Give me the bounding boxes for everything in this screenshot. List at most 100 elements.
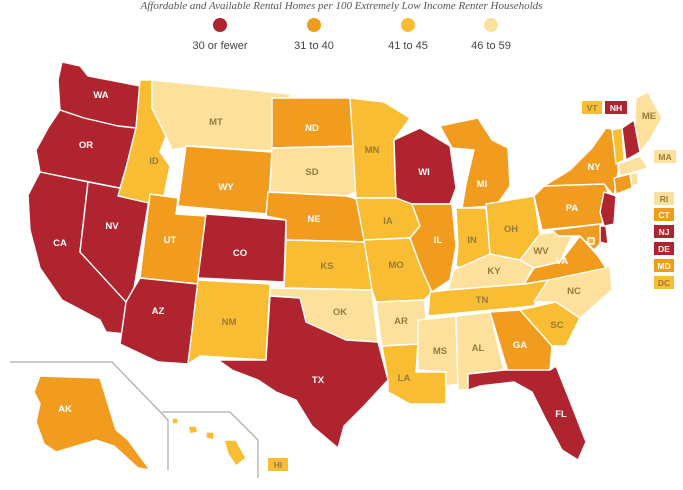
map-subtitle: Affordable and Available Rental Homes pe… [140, 0, 543, 12]
box-hi-label: HI [274, 460, 283, 470]
state-sd[interactable] [269, 145, 357, 197]
alaska-inset-border [10, 361, 169, 470]
hawaii-inset-border [162, 411, 259, 478]
box-dc[interactable]: DC [654, 276, 674, 289]
label-fl: FL [555, 409, 567, 420]
box-ct-label: CT [658, 210, 670, 220]
state-nh[interactable] [621, 119, 641, 161]
box-vt-label: VT [587, 103, 599, 113]
box-ri[interactable]: RI [654, 192, 674, 205]
label-va: VA [556, 256, 569, 267]
label-wi: WI [418, 167, 430, 178]
box-hi-swatch [268, 458, 288, 471]
legend-label: 30 or fewer [192, 40, 248, 52]
label-tx: TX [312, 375, 325, 386]
label-mt: MT [209, 117, 223, 128]
label-nv: NV [105, 221, 119, 232]
legend: 30 or fewer 31 to 40 41 to 45 46 to 59 [0, 18, 683, 52]
label-ga: GA [513, 340, 527, 351]
state-ga[interactable] [489, 309, 553, 373]
legend-label: 31 to 40 [294, 40, 334, 52]
label-ia: IA [383, 216, 393, 227]
box-nj-label: NJ [659, 227, 670, 237]
box-ct[interactable]: CT [654, 208, 674, 221]
state-fl[interactable] [467, 365, 587, 461]
box-de-label: DE [658, 244, 670, 254]
box-nj[interactable]: NJ [654, 225, 674, 238]
box-nh-label: NH [610, 103, 622, 113]
label-ms: MS [433, 346, 447, 357]
state-ri[interactable] [629, 171, 639, 187]
state-vt[interactable] [611, 127, 625, 165]
box-md-label: MD [657, 261, 670, 271]
label-ak: AK [58, 404, 72, 415]
box-nh-swatch [605, 101, 627, 114]
box-md[interactable]: MD [654, 259, 674, 272]
legend-item-31-to-40: 31 to 40 [269, 18, 359, 54]
label-ca: CA [53, 238, 67, 249]
box-vt-swatch [582, 101, 602, 114]
label-wy: WY [218, 182, 234, 193]
legend-item-41-to-45: 41 to 45 [363, 18, 453, 54]
state-tx[interactable] [217, 295, 389, 449]
label-mo: MO [388, 260, 403, 271]
box-md-swatch [654, 259, 674, 272]
box-ma-label: MA [658, 152, 671, 162]
box-vt[interactable]: VT [582, 101, 602, 114]
box-nj-swatch [654, 225, 674, 238]
label-me: ME [642, 111, 656, 122]
label-wv: WV [533, 246, 549, 257]
label-ar: AR [394, 316, 408, 327]
legend-swatch [213, 18, 227, 32]
label-al: AL [472, 343, 485, 354]
box-ri-swatch [654, 192, 674, 205]
label-ky: KY [487, 266, 501, 277]
box-ct-swatch [654, 208, 674, 221]
label-pa: PA [566, 203, 579, 214]
state-ct[interactable] [613, 173, 633, 195]
legend-item-46-to-59: 46 to 59 [446, 18, 536, 54]
box-ma-swatch [654, 150, 676, 163]
label-nd: ND [305, 123, 319, 134]
state-wi[interactable] [393, 127, 457, 205]
label-ks: KS [320, 261, 333, 272]
label-wa: WA [93, 90, 108, 101]
label-oh: OH [504, 224, 518, 235]
box-hi[interactable]: HI [268, 458, 288, 471]
box-dc-label: DC [658, 278, 670, 288]
box-de-swatch [654, 242, 674, 255]
state-nm[interactable] [187, 279, 271, 365]
legend-item-30-or-fewer: 30 or fewer [175, 18, 265, 54]
box-ma[interactable]: MA [654, 150, 676, 163]
box-de[interactable]: DE [654, 242, 674, 255]
legend-swatch [307, 18, 321, 32]
state-sc[interactable] [519, 301, 581, 347]
state-ak[interactable] [33, 375, 151, 471]
state-de[interactable] [599, 225, 609, 245]
label-ut: UT [164, 235, 177, 246]
label-sd: SD [305, 167, 318, 178]
state-mt[interactable] [151, 79, 291, 153]
label-la: LA [398, 373, 411, 384]
label-mn: MN [365, 145, 380, 156]
state-hi[interactable] [171, 417, 247, 467]
state-az[interactable] [119, 277, 199, 365]
label-ny: NY [587, 162, 601, 173]
state-ma[interactable] [617, 155, 649, 177]
legend-swatch [401, 18, 415, 32]
label-nc: NC [567, 286, 581, 297]
state-dc[interactable] [587, 237, 595, 245]
legend-label: 46 to 59 [471, 40, 511, 52]
label-co: CO [233, 248, 247, 259]
state-wy[interactable] [177, 145, 273, 215]
label-tn: TN [476, 295, 489, 306]
label-ne: NE [307, 214, 320, 225]
box-nh[interactable]: NH [605, 101, 627, 114]
box-ri-label: RI [660, 194, 669, 204]
label-az: AZ [152, 306, 165, 317]
label-or: OR [79, 140, 93, 151]
box-dc-swatch [654, 276, 674, 289]
state-nj[interactable] [599, 191, 617, 227]
label-nm: NM [222, 317, 237, 328]
